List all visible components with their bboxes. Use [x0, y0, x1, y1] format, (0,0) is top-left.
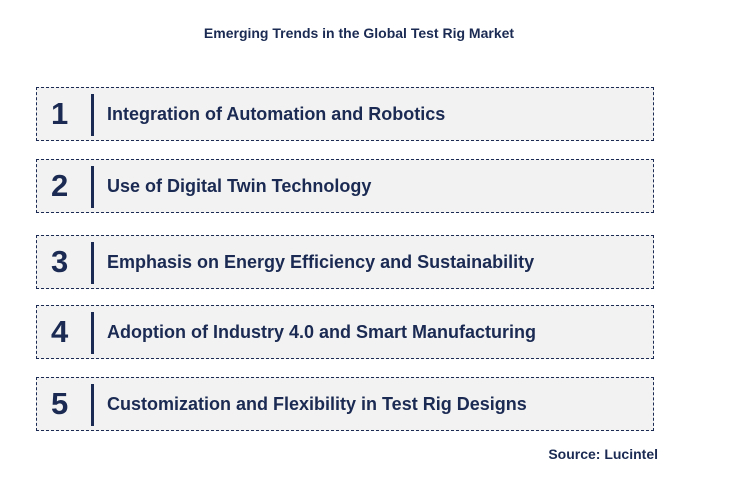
source-note: Source: Lucintel [548, 446, 658, 462]
trend-item-5: 5 Customization and Flexibility in Test … [36, 377, 654, 431]
divider-bar [91, 94, 94, 136]
trend-item-4: 4 Adoption of Industry 4.0 and Smart Man… [36, 305, 654, 359]
trend-item-1: 1 Integration of Automation and Robotics [36, 87, 654, 141]
trend-number: 2 [51, 168, 69, 203]
trend-item-3: 3 Emphasis on Energy Efficiency and Sust… [36, 235, 654, 289]
trend-number: 4 [51, 314, 69, 349]
divider-bar [91, 166, 94, 208]
trend-number: 3 [51, 244, 69, 279]
trend-label: Use of Digital Twin Technology [107, 175, 372, 196]
divider-bar [91, 384, 94, 426]
trend-number: 1 [51, 96, 69, 131]
trend-label: Emphasis on Energy Efficiency and Sustai… [107, 251, 535, 272]
trend-label: Adoption of Industry 4.0 and Smart Manuf… [107, 321, 537, 342]
trend-number: 5 [51, 386, 69, 421]
diagram-title: Emerging Trends in the Global Test Rig M… [203, 25, 515, 41]
divider-bar [91, 242, 94, 284]
trend-label: Integration of Automation and Robotics [107, 103, 446, 124]
divider-bar [91, 312, 94, 354]
trend-label: Customization and Flexibility in Test Ri… [107, 393, 527, 414]
trend-item-2: 2 Use of Digital Twin Technology [36, 159, 654, 213]
